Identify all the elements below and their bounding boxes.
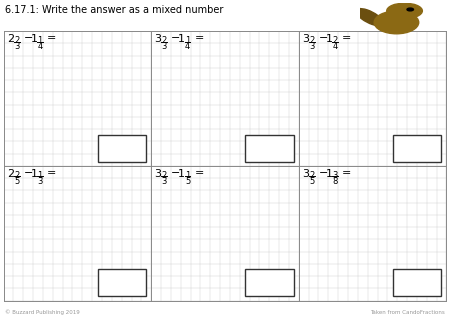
Text: 2: 2 bbox=[14, 171, 19, 180]
Text: 1: 1 bbox=[185, 171, 190, 180]
Text: =: = bbox=[342, 33, 351, 43]
Text: 3: 3 bbox=[309, 42, 315, 51]
Text: 1: 1 bbox=[37, 171, 43, 180]
Text: 3: 3 bbox=[302, 34, 309, 44]
Text: 5: 5 bbox=[14, 176, 19, 186]
Text: 2: 2 bbox=[333, 36, 338, 45]
Text: 3: 3 bbox=[14, 42, 19, 51]
Text: 1: 1 bbox=[178, 169, 185, 179]
Text: 3: 3 bbox=[162, 176, 167, 186]
Text: 4: 4 bbox=[37, 42, 43, 51]
Bar bbox=[245, 135, 294, 162]
Text: =: = bbox=[47, 33, 56, 43]
Bar bbox=[393, 135, 441, 162]
Bar bbox=[393, 269, 441, 296]
Text: 3: 3 bbox=[162, 42, 167, 51]
Text: 4: 4 bbox=[185, 42, 190, 51]
Text: 2: 2 bbox=[162, 171, 167, 180]
Text: −: − bbox=[23, 168, 33, 178]
Text: 2: 2 bbox=[7, 169, 14, 179]
Text: 2: 2 bbox=[162, 36, 167, 45]
Text: 6.17.1: Write the answer as a mixed number: 6.17.1: Write the answer as a mixed numb… bbox=[5, 5, 224, 15]
Text: Taken from CandoFractions: Taken from CandoFractions bbox=[370, 310, 445, 315]
Text: 1: 1 bbox=[325, 34, 333, 44]
Text: 2: 2 bbox=[14, 36, 19, 45]
Text: 4: 4 bbox=[333, 42, 338, 51]
Text: 3: 3 bbox=[155, 169, 162, 179]
Text: 1: 1 bbox=[37, 36, 43, 45]
Text: 2: 2 bbox=[309, 36, 315, 45]
Text: 1: 1 bbox=[185, 36, 190, 45]
Text: 5: 5 bbox=[309, 176, 315, 186]
Text: −: − bbox=[319, 168, 328, 178]
Text: −: − bbox=[171, 168, 180, 178]
Text: 1: 1 bbox=[178, 34, 185, 44]
Text: =: = bbox=[194, 168, 204, 178]
Bar bbox=[245, 269, 294, 296]
Text: 1: 1 bbox=[30, 169, 37, 179]
Text: =: = bbox=[342, 168, 351, 178]
Circle shape bbox=[387, 3, 423, 18]
Text: 2: 2 bbox=[309, 171, 315, 180]
Text: 5: 5 bbox=[185, 176, 190, 186]
Text: © Buzzard Publishing 2019: © Buzzard Publishing 2019 bbox=[5, 310, 80, 315]
Text: 1: 1 bbox=[30, 34, 37, 44]
Text: −: − bbox=[319, 33, 328, 43]
Ellipse shape bbox=[374, 11, 418, 34]
Text: 3: 3 bbox=[302, 169, 309, 179]
Text: 3: 3 bbox=[155, 34, 162, 44]
Text: 2: 2 bbox=[7, 34, 14, 44]
Text: =: = bbox=[194, 33, 204, 43]
Text: 3: 3 bbox=[37, 176, 43, 186]
Text: =: = bbox=[47, 168, 56, 178]
Bar bbox=[98, 135, 146, 162]
Circle shape bbox=[407, 8, 414, 11]
Ellipse shape bbox=[356, 9, 383, 26]
Text: 1: 1 bbox=[325, 169, 333, 179]
Text: −: − bbox=[171, 33, 180, 43]
Text: 8: 8 bbox=[333, 176, 338, 186]
Text: 3: 3 bbox=[333, 171, 338, 180]
Bar bbox=[98, 269, 146, 296]
Text: −: − bbox=[23, 33, 33, 43]
